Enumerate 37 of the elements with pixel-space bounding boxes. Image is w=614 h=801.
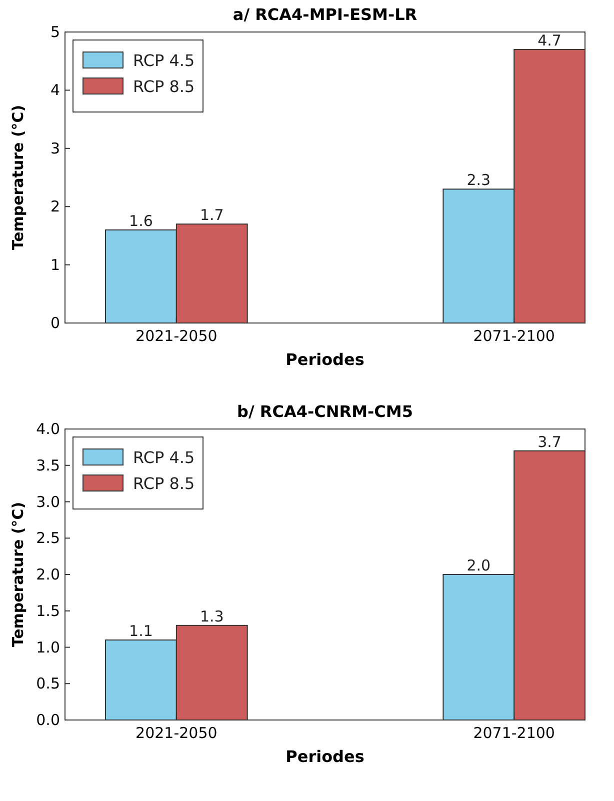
- y-tick-label: 2.0: [36, 566, 60, 584]
- y-tick-label: 1: [50, 256, 60, 274]
- data-label: 2.3: [466, 171, 491, 190]
- data-label: 4.7: [538, 31, 562, 50]
- data-label: 1.3: [200, 607, 224, 626]
- y-axis-title: Temperature (°C): [9, 502, 27, 648]
- x-tick-label: 2021-2050: [136, 724, 218, 742]
- data-label: 2.0: [466, 556, 491, 574]
- y-tick-label: 4: [50, 81, 60, 100]
- y-tick-label: 0: [50, 314, 60, 332]
- legend-label: RCP 8.5: [133, 77, 195, 96]
- y-tick-label: 3.5: [36, 456, 60, 474]
- x-axis-title: Periodes: [286, 747, 364, 766]
- legend-label: RCP 4.5: [133, 448, 195, 467]
- y-tick-label: 1.0: [36, 638, 60, 656]
- x-tick-label: 2021-2050: [136, 327, 218, 345]
- data-label: 3.7: [538, 432, 562, 451]
- x-axis-title: Periodes: [286, 350, 364, 369]
- x-tick-label: 2071-2100: [473, 327, 555, 345]
- data-label: 1.7: [200, 206, 224, 224]
- y-tick-label: 4.0: [36, 420, 60, 438]
- y-tick-label: 3: [50, 139, 60, 158]
- data-label: 1.1: [129, 622, 153, 640]
- x-tick-label: 2071-2100: [473, 724, 555, 742]
- y-axis-title: Temperature (°C): [9, 104, 27, 250]
- y-tick-label: 0.5: [36, 674, 60, 693]
- y-tick-label: 5: [50, 23, 60, 41]
- y-tick-label: 3.0: [36, 492, 60, 511]
- chart-title: b/ RCA4-CNRM-CM5: [237, 402, 413, 421]
- chart-title: a/ RCA4-MPI-ESM-LR: [232, 5, 418, 24]
- y-tick-label: 0.0: [36, 711, 60, 729]
- y-tick-label: 1.5: [36, 602, 60, 620]
- legend-label: RCP 8.5: [133, 474, 195, 493]
- y-tick-label: 2: [50, 198, 60, 216]
- legend-label: RCP 4.5: [133, 51, 195, 70]
- y-tick-label: 2.5: [36, 529, 60, 548]
- data-label: 1.6: [129, 212, 153, 230]
